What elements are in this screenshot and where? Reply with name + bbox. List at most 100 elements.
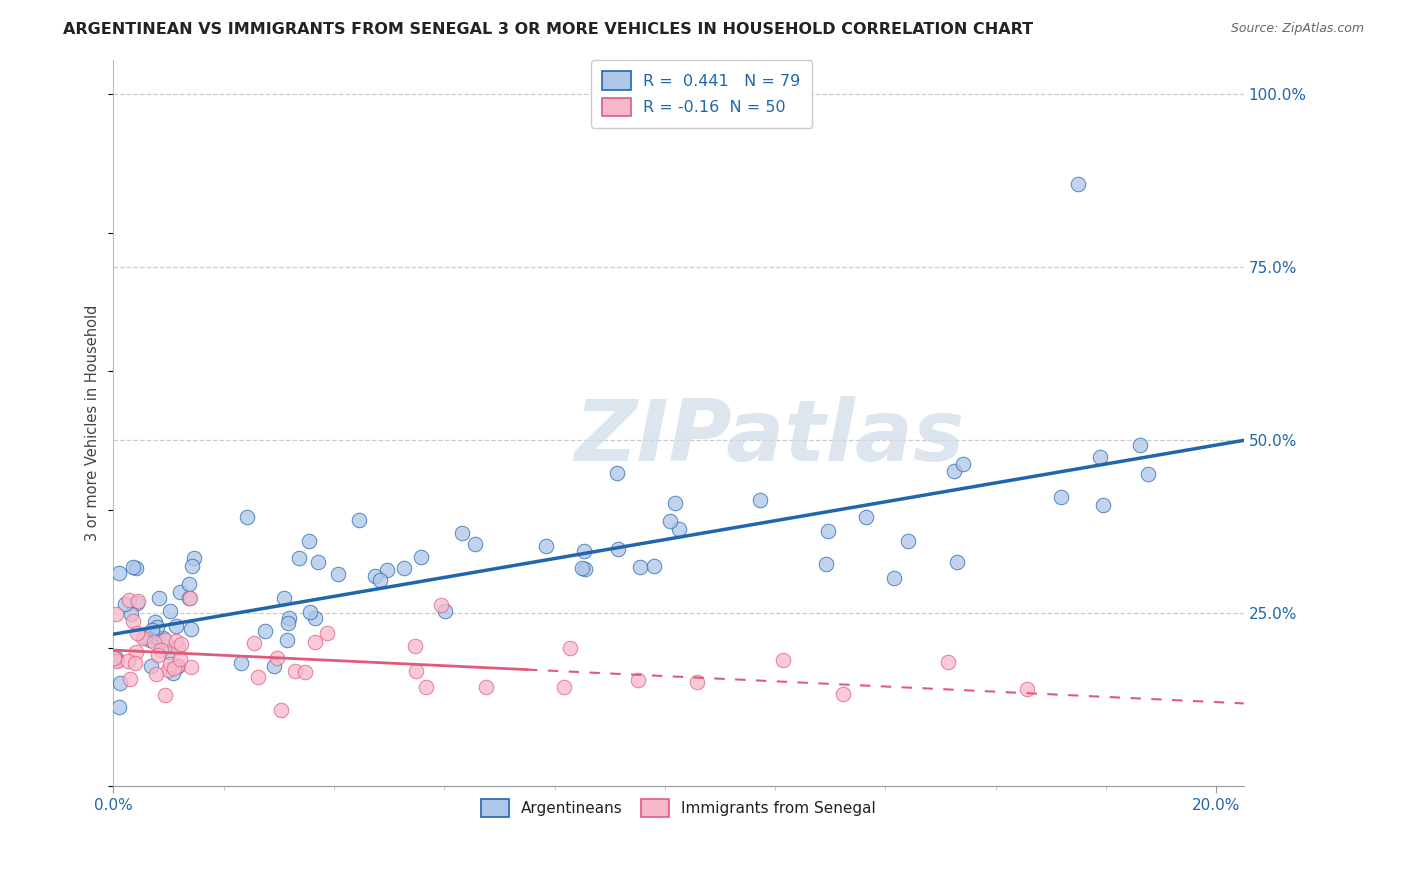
Point [433,604,456,618]
Point [628,560,651,574]
Text: ARGENTINEAN VS IMMIGRANTS FROM SENEGAL 3 OR MORE VEHICLES IN HOUSEHOLD CORRELATI: ARGENTINEAN VS IMMIGRANTS FROM SENEGAL 3… [63,22,1033,37]
Point [536,539,558,553]
Point [139,633,162,648]
Point [936,655,959,669]
Point [627,673,650,687]
Point [405,665,427,679]
Point [108,675,131,690]
Point [153,688,176,702]
Point [368,573,391,587]
Point [253,624,276,639]
Point [897,534,920,549]
Point [558,641,581,656]
Point [277,610,299,624]
Point [415,680,437,694]
Point [474,680,496,694]
Point [139,659,162,673]
Point [277,615,299,630]
Point [247,670,270,684]
Point [772,652,794,666]
Legend: Argentineans, Immigrants from Senegal: Argentineans, Immigrants from Senegal [472,790,884,826]
Point [574,562,596,576]
Point [668,522,690,536]
Point [167,659,190,673]
Point [294,665,316,679]
Point [229,656,252,670]
Point [152,631,174,645]
Point [952,458,974,472]
Point [409,549,432,564]
Point [127,594,149,608]
Point [363,569,385,583]
Point [179,622,201,636]
Point [328,567,350,582]
Point [1067,178,1090,192]
Point [117,654,139,668]
Point [392,560,415,574]
Point [114,597,136,611]
Point [404,639,426,653]
Point [157,645,180,659]
Point [118,592,141,607]
Point [148,591,170,606]
Point [817,524,839,538]
Point [122,614,145,628]
Point [169,652,191,666]
Point [124,656,146,670]
Point [125,645,148,659]
Point [165,619,187,633]
Point [266,651,288,665]
Text: ZIPatlas: ZIPatlas [574,396,965,479]
Point [349,513,371,527]
Point [572,543,595,558]
Point [125,561,148,575]
Point [464,537,486,551]
Point [169,585,191,599]
Point [316,625,339,640]
Point [146,620,169,634]
Point [304,635,326,649]
Point [553,680,575,694]
Point [284,665,307,679]
Point [236,509,259,524]
Point [145,667,167,681]
Point [242,636,264,650]
Point [1015,681,1038,696]
Point [121,560,143,574]
Point [659,514,682,528]
Point [1088,450,1111,464]
Point [104,607,127,622]
Text: Source: ZipAtlas.com: Source: ZipAtlas.com [1230,22,1364,36]
Point [451,525,474,540]
Point [299,605,322,619]
Point [159,657,181,671]
Point [162,665,184,680]
Point [132,631,155,645]
Point [127,596,149,610]
Point [127,625,149,640]
Point [165,634,187,648]
Point [375,563,398,577]
Point [263,659,285,673]
Point [643,559,665,574]
Point [606,466,628,480]
Point [831,687,853,701]
Point [276,632,298,647]
Point [150,643,173,657]
Point [120,607,142,621]
Point [153,632,176,647]
Point [273,591,295,605]
Point [170,637,193,651]
Point [181,559,204,574]
Point [1129,438,1152,452]
Point [304,611,326,625]
Point [183,550,205,565]
Point [166,640,188,655]
Point [146,631,169,645]
Point [143,629,166,643]
Point [179,591,201,605]
Point [1050,490,1073,504]
Point [664,496,686,510]
Point [108,700,131,714]
Point [1091,498,1114,512]
